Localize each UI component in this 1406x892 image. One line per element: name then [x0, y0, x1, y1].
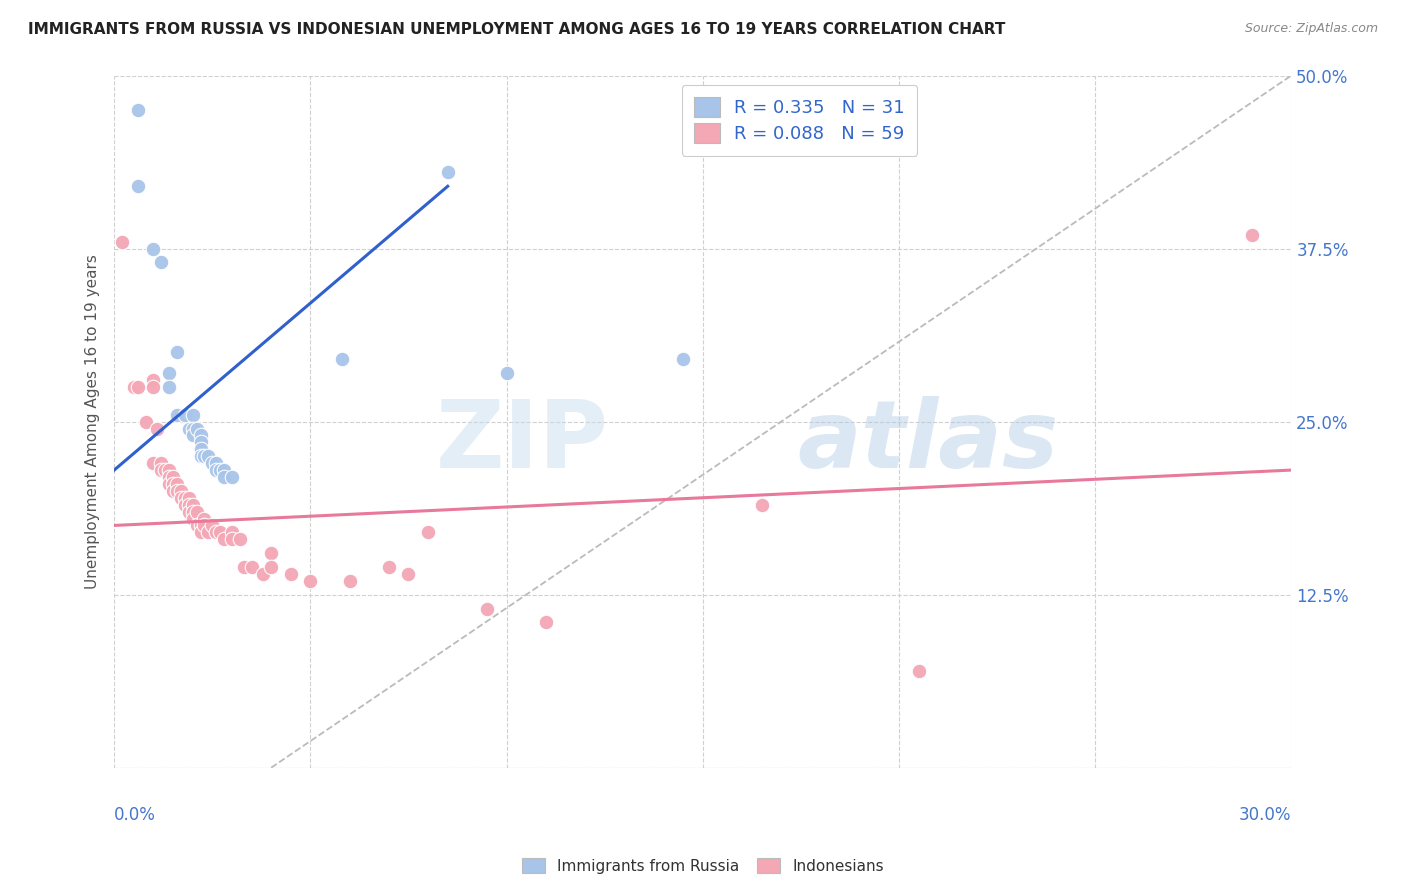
Point [240, 560, 263, 574]
Point [157, 470, 180, 484]
Point [495, 366, 517, 380]
Point [181, 421, 204, 435]
Point [177, 491, 200, 505]
Point [173, 491, 195, 505]
Point [197, 525, 219, 540]
Point [299, 574, 322, 588]
Point [153, 463, 176, 477]
Point [221, 525, 243, 540]
Point [135, 415, 157, 429]
Point [280, 566, 302, 581]
Point [436, 165, 458, 179]
Point [166, 476, 188, 491]
Point [127, 103, 149, 117]
Point [339, 574, 361, 588]
Point [190, 435, 212, 450]
Point [166, 345, 188, 359]
Point [193, 511, 215, 525]
Point [232, 560, 254, 574]
Point [173, 408, 195, 422]
Point [751, 498, 773, 512]
Legend: R = 0.335   N = 31, R = 0.088   N = 59: R = 0.335 N = 31, R = 0.088 N = 59 [682, 85, 917, 156]
Point [229, 533, 252, 547]
Point [177, 505, 200, 519]
Point [416, 525, 439, 540]
Point [190, 428, 212, 442]
Text: atlas: atlas [797, 396, 1059, 489]
Point [127, 380, 149, 394]
Point [534, 615, 557, 630]
Point [177, 421, 200, 435]
Point [212, 470, 235, 484]
Point [201, 518, 224, 533]
Point [142, 380, 165, 394]
Point [181, 428, 204, 442]
Point [186, 505, 208, 519]
Point [330, 352, 353, 367]
Point [193, 518, 215, 533]
Point [162, 470, 184, 484]
Point [260, 560, 283, 574]
Point [177, 498, 200, 512]
Point [122, 380, 145, 394]
Point [205, 456, 228, 470]
Text: ZIP: ZIP [436, 396, 609, 489]
Point [907, 664, 929, 678]
Point [190, 442, 212, 457]
Point [260, 546, 283, 560]
Point [209, 463, 232, 477]
Y-axis label: Unemployment Among Ages 16 to 19 years: Unemployment Among Ages 16 to 19 years [86, 254, 100, 589]
Point [1241, 227, 1264, 242]
Text: 0.0%: 0.0% [114, 805, 156, 824]
Point [157, 366, 180, 380]
Point [142, 242, 165, 256]
Text: Source: ZipAtlas.com: Source: ZipAtlas.com [1244, 22, 1378, 36]
Point [181, 408, 204, 422]
Point [181, 511, 204, 525]
Point [212, 533, 235, 547]
Point [150, 463, 173, 477]
Point [173, 498, 195, 512]
Point [398, 566, 420, 581]
Point [378, 560, 401, 574]
Point [127, 179, 149, 194]
Point [190, 525, 212, 540]
Point [166, 408, 188, 422]
Point [205, 463, 228, 477]
Point [212, 463, 235, 477]
Point [142, 456, 165, 470]
Point [162, 476, 184, 491]
Point [157, 476, 180, 491]
Point [170, 491, 193, 505]
Point [193, 449, 215, 463]
Point [157, 463, 180, 477]
Point [475, 601, 498, 615]
Point [201, 456, 224, 470]
Point [166, 483, 188, 498]
Point [150, 255, 173, 269]
Point [190, 518, 212, 533]
Point [170, 483, 193, 498]
Point [221, 533, 243, 547]
Point [209, 525, 232, 540]
Point [672, 352, 695, 367]
Point [111, 235, 134, 249]
Point [146, 421, 169, 435]
Point [142, 373, 165, 387]
Point [181, 505, 204, 519]
Point [190, 449, 212, 463]
Point [197, 449, 219, 463]
Point [186, 421, 208, 435]
Point [252, 566, 274, 581]
Point [150, 456, 173, 470]
Text: IMMIGRANTS FROM RUSSIA VS INDONESIAN UNEMPLOYMENT AMONG AGES 16 TO 19 YEARS CORR: IMMIGRANTS FROM RUSSIA VS INDONESIAN UNE… [28, 22, 1005, 37]
Point [181, 498, 204, 512]
Point [162, 483, 184, 498]
Text: 30.0%: 30.0% [1239, 805, 1291, 824]
Point [186, 518, 208, 533]
Point [205, 525, 228, 540]
Point [221, 470, 243, 484]
Legend: Immigrants from Russia, Indonesians: Immigrants from Russia, Indonesians [516, 852, 890, 880]
Point [157, 380, 180, 394]
